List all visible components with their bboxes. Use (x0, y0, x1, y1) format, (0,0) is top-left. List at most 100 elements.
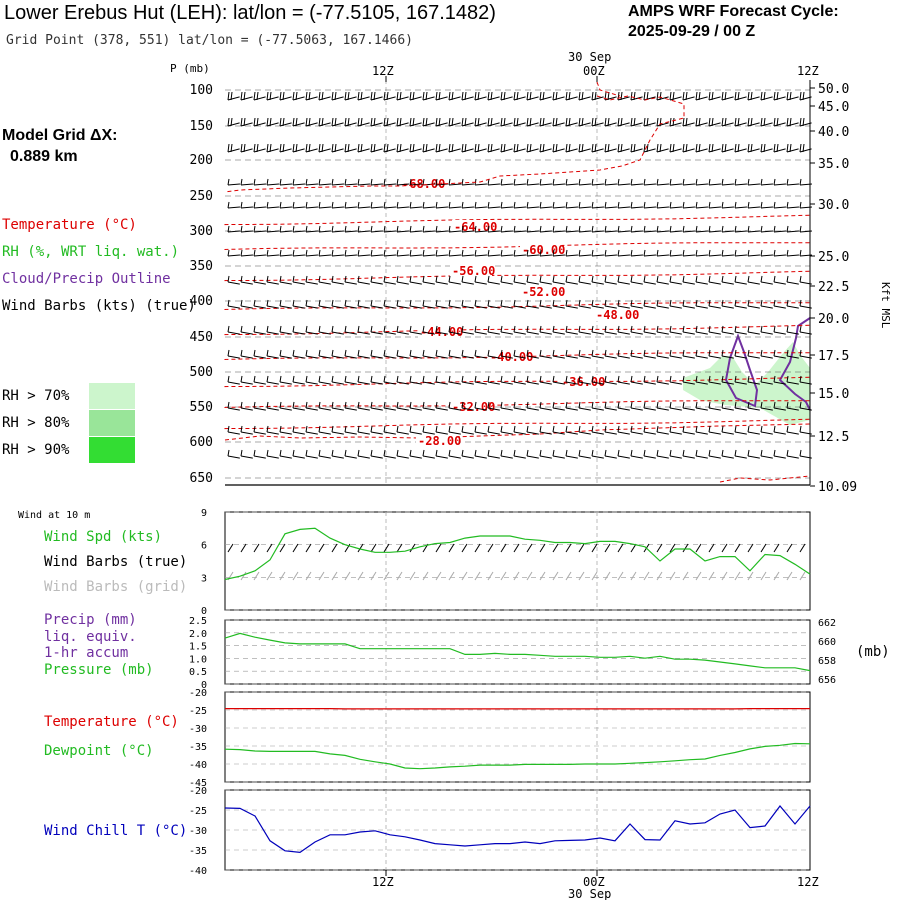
barb-flag (318, 178, 321, 186)
wind-barb (344, 117, 357, 127)
wind-barb (409, 401, 422, 411)
barb-flag (331, 299, 334, 307)
barb-flag (513, 249, 516, 257)
barb-flag (230, 117, 233, 127)
wind-barb (786, 349, 799, 359)
wind-barb (786, 143, 799, 153)
barb-flag (448, 449, 451, 457)
barb-flag (435, 349, 438, 357)
wind-barb (396, 325, 409, 335)
barb-flag (682, 449, 685, 457)
wind-barb (643, 249, 656, 257)
surface-wind-barb-grid (279, 571, 286, 581)
wind-barb (253, 201, 266, 209)
barb-shaft (630, 183, 643, 186)
barb-flag (620, 91, 623, 101)
barb-shaft (435, 148, 448, 153)
barb-flag (292, 299, 295, 307)
pressure-tick-label: 400 (190, 294, 213, 309)
barb-shaft (422, 381, 435, 385)
barb-flag (253, 449, 256, 457)
barb-flag (344, 325, 347, 333)
barb-flag (669, 401, 672, 409)
wind-barb (266, 299, 279, 309)
barb-flag (568, 91, 571, 101)
wind-barb (474, 449, 487, 459)
y-tick-label: 2.5 (189, 616, 207, 627)
wind-barb (513, 249, 526, 257)
barb-flag (383, 325, 386, 333)
wind-barb (552, 201, 565, 209)
barb-flag (451, 91, 454, 101)
barb-flag (643, 143, 646, 153)
barb-flag (448, 325, 451, 333)
wind-barb (708, 275, 721, 285)
wind-barb (604, 449, 617, 459)
wind-barb (526, 375, 539, 385)
barb-shaft (552, 281, 565, 285)
barb-flag (630, 449, 633, 457)
barb-shaft (604, 122, 617, 127)
wind-barb (682, 178, 695, 186)
wind-barb (357, 349, 370, 359)
wind-barb (682, 225, 695, 233)
wind-barb (292, 449, 305, 459)
wind-barb (500, 117, 513, 127)
legend-rh: RH (%, WRT liq. wat.) (2, 244, 180, 260)
barb-flag (565, 449, 568, 457)
barb-shaft (422, 431, 435, 435)
barb-flag (617, 225, 620, 233)
barb-flag (331, 275, 334, 283)
barb-flag (357, 449, 360, 457)
barb-shaft (240, 407, 253, 411)
barb-flag (448, 178, 451, 186)
wind-barb (760, 143, 773, 153)
barb-shaft (279, 122, 292, 127)
barb-flag (776, 91, 779, 101)
wind-barb (357, 375, 370, 385)
barb-flag (513, 91, 516, 101)
barb-flag (370, 143, 373, 153)
barb-flag (604, 325, 607, 333)
wind-barb (565, 249, 578, 257)
barb-flag (708, 225, 711, 233)
barb-shaft (708, 381, 721, 385)
barb-flag (682, 249, 685, 257)
barb-flag (370, 178, 373, 186)
surface-wind-barb-grid (695, 571, 702, 581)
barb-flag (594, 91, 597, 101)
barb-flag (396, 299, 399, 307)
barb-flag (594, 143, 597, 153)
barb-shaft (773, 305, 786, 309)
barb-shaft (474, 305, 487, 309)
barb-shaft (552, 96, 565, 101)
surface-wind-barb (240, 543, 247, 553)
barb-shaft (409, 455, 422, 459)
barb-shaft (487, 331, 500, 335)
barb-shaft (435, 281, 448, 285)
barb-flag (487, 375, 490, 383)
surface-wind-barb (656, 543, 663, 553)
barb-flag (279, 225, 282, 233)
barb-flag (331, 325, 334, 333)
barb-flag (773, 275, 776, 283)
barb-shaft (591, 355, 604, 359)
barb-flag (760, 178, 763, 186)
barb-shaft (487, 96, 500, 101)
barb-flag (331, 91, 334, 101)
wind-barb (552, 249, 565, 257)
wind-barb (474, 425, 487, 435)
barb-flag (617, 249, 620, 257)
barb-flag (344, 201, 347, 209)
barb-shaft (396, 96, 409, 101)
barb-flag (292, 225, 295, 233)
wind-barb (461, 178, 474, 186)
legend-rh70-label: RH > 70% (2, 388, 70, 404)
wind-barb (422, 299, 435, 309)
barb-flag (747, 401, 750, 409)
barb-shaft (461, 305, 474, 309)
barb-shaft (370, 381, 383, 385)
barb-shaft (630, 148, 643, 153)
barb-shaft (227, 407, 240, 411)
barb-shaft (448, 331, 461, 335)
